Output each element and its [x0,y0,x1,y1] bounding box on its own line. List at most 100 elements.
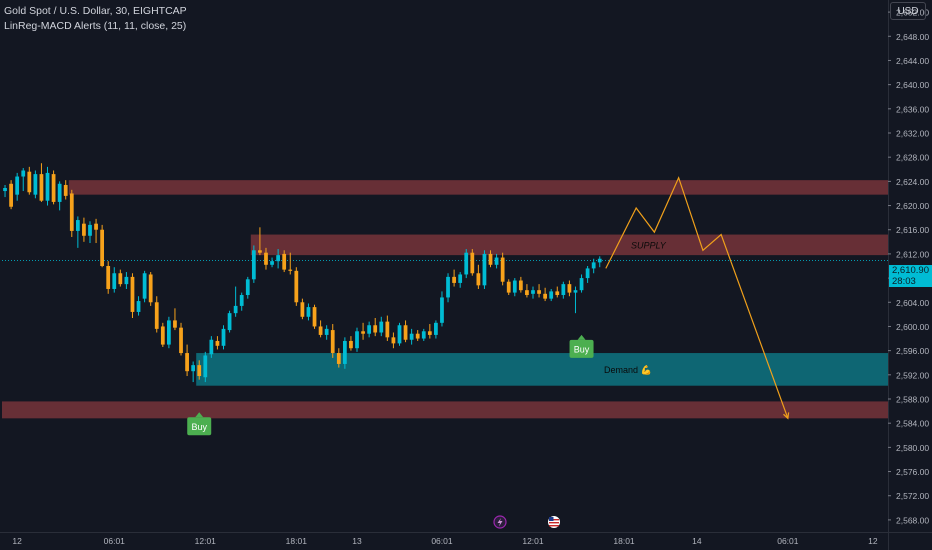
flag-stripe [549,519,559,521]
candle [63,180,68,200]
candle [106,261,111,294]
candle [282,250,287,273]
candle-body [591,262,596,269]
candle-body [69,193,74,231]
indicator-legend[interactable]: LinReg-MACD Alerts (11, 11, close, 25) [4,20,187,32]
candle [537,284,541,298]
flag-stripe [549,522,559,524]
candle-body [549,291,554,299]
candle [421,328,426,341]
candle-body [209,339,214,355]
buy-signal-pointer [195,412,204,418]
candle-body [33,174,38,195]
price-tick-label: 2,616.00 [896,225,929,235]
candle-body [300,302,305,317]
candle [197,360,202,380]
candle-body [379,321,384,333]
events-layer[interactable] [493,515,560,529]
price-tick-label: 2,576.00 [896,467,929,477]
candle-body [579,278,584,291]
candles-layer [3,163,602,383]
candle [458,272,463,288]
candle-body [227,313,232,331]
candle-body [118,273,123,285]
candle [555,286,560,298]
candle [251,245,256,283]
zone-supply [250,234,888,256]
candle-body [160,326,165,345]
candle-body [367,325,372,334]
candle-body [51,174,56,202]
projection-arrowhead [783,412,790,420]
candle-body [130,276,135,312]
lightning-icon-bolt [497,518,503,527]
candle-body [470,252,475,274]
buy-signal: Buy [187,412,212,436]
candle-body [27,171,32,193]
buy-signal-pointer [577,334,586,340]
candle [27,166,32,195]
price-tick-label: 2,604.00 [896,298,929,308]
candle [136,296,141,316]
zone-label-supply: SUPPLY [631,240,667,250]
candle [245,276,250,299]
candle-body [136,301,141,312]
currency-button[interactable]: USD [890,2,926,20]
candle [142,270,147,303]
candle-body [537,290,541,294]
candle [440,291,444,327]
candle-body [355,331,359,349]
candle-body [88,224,92,236]
candle [148,272,153,306]
candle [154,296,159,333]
price-tick-label: 2,644.00 [896,56,929,66]
candle [160,322,165,348]
price-axis[interactable]: 2,652.00 2,648.00 2,644.00 2,640.00 2,636.00… [888,0,929,550]
candle-body [258,250,262,253]
candle [167,316,171,349]
time-tick-label: 06:01 [777,536,799,546]
bar-countdown: 28:03 [892,276,916,287]
candle [288,252,293,275]
candle-body [282,253,287,270]
candle-body [264,252,268,265]
candle [191,361,196,383]
candle [470,249,475,276]
price-tick-label: 2,600.00 [896,322,929,332]
candle-body [543,293,548,299]
candle-body [330,330,335,354]
price-tick-label: 2,584.00 [896,419,929,429]
price-tick-label: 2,640.00 [896,80,929,90]
candle-body [525,290,529,296]
candle-body [154,302,159,329]
candle-body [403,325,408,340]
candle-body [148,274,153,303]
candle [385,315,390,341]
candle [452,269,456,287]
candle-body [391,337,396,344]
candle [173,308,177,331]
candle [9,180,13,210]
candle-body [440,297,444,323]
candle-body [324,328,329,335]
candle-body [112,273,117,289]
candle-body [94,223,98,230]
symbol-legend[interactable]: Gold Spot / U.S. Dollar, 30, EIGHTCAP [4,5,187,17]
price-tick-label: 2,596.00 [896,346,929,356]
zones-layer: SUPPLY Demand 💪 [2,180,889,419]
time-axis[interactable]: 12 06:01 12:01 18:01 13 06:01 12:01 18:01 14 06:0… [0,532,932,547]
buy-signal-label: Buy [574,344,590,354]
candle [464,249,469,279]
zone-supply-upper [68,180,889,195]
candle-body [82,223,86,236]
candle [367,321,372,338]
candle-body [245,279,250,296]
price-tick-label: 2,620.00 [896,201,929,211]
candle-body [597,258,602,263]
projection-path [605,176,789,419]
candle-body [573,290,578,293]
candle [258,227,262,256]
candle-body [215,340,220,346]
buy-signal-box [569,339,594,358]
